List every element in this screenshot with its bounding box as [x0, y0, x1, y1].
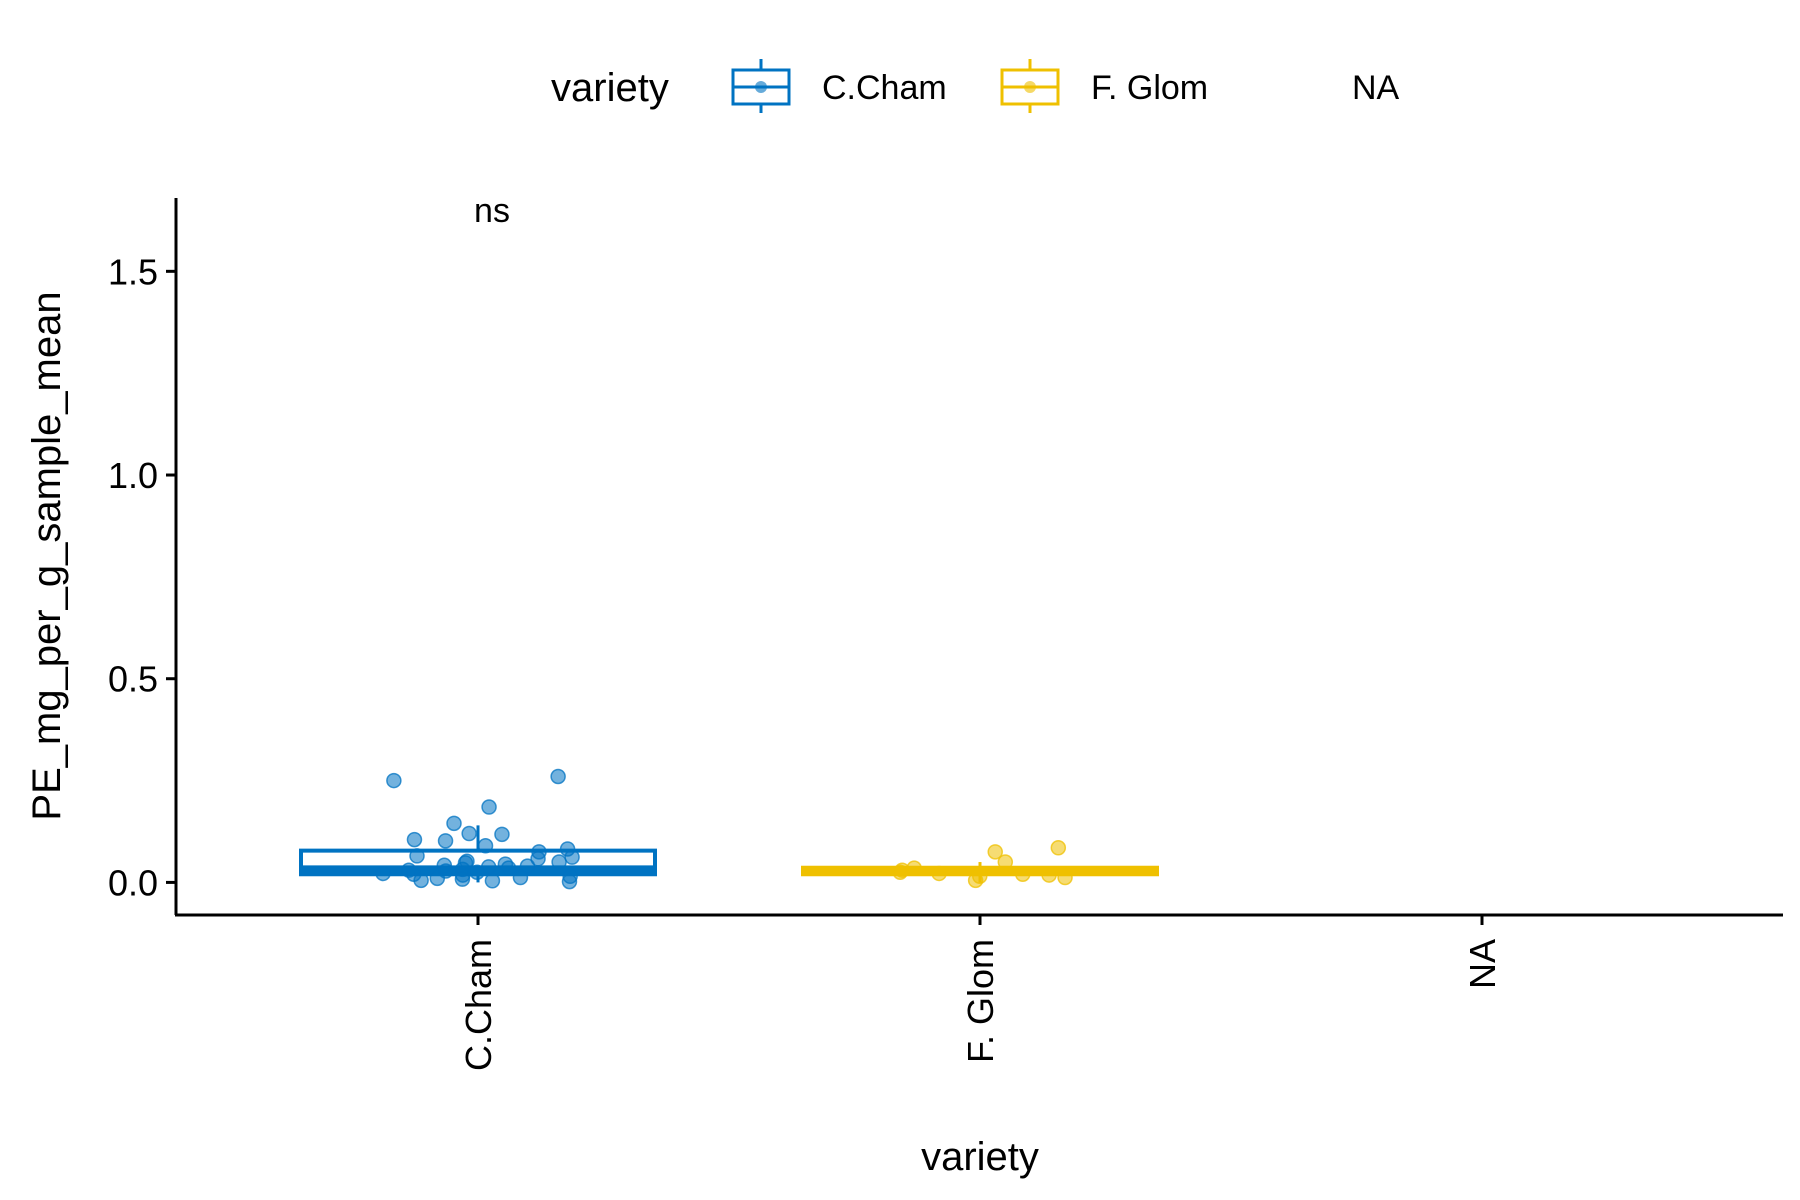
- x-axis-ticks: C.Cham F. Glom NA: [458, 915, 1503, 1071]
- data-point: [375, 865, 391, 882]
- data-point: [406, 831, 423, 848]
- legend-title: variety: [551, 66, 669, 110]
- data-point: [413, 872, 429, 889]
- data-point: [551, 854, 567, 870]
- data-point: [892, 864, 908, 880]
- y-axis-title: PE_mg_per_g_sample_mean: [25, 291, 69, 820]
- x-axis-title: variety: [921, 1135, 1039, 1179]
- data-point: [1050, 840, 1067, 856]
- significance-label: ns: [474, 192, 510, 230]
- legend-key-point: [755, 81, 767, 93]
- legend-key: [731, 59, 791, 113]
- plot-area: ns: [299, 192, 1159, 890]
- data-point: [500, 860, 517, 876]
- data-point: [446, 815, 462, 832]
- data-point: [550, 768, 566, 785]
- data-point: [409, 848, 425, 864]
- legend-label: F. Glom: [1091, 69, 1208, 107]
- data-point: [1015, 866, 1031, 883]
- y-tick-label: 1.0: [108, 455, 158, 496]
- data-point: [429, 870, 446, 887]
- data-point: [561, 873, 578, 890]
- legend-key: [1000, 59, 1060, 113]
- data-point: [461, 825, 477, 842]
- legend: variety C.Cham F. Glom NA: [551, 59, 1400, 113]
- data-point: [519, 858, 536, 874]
- data-point: [997, 854, 1014, 870]
- x-tick-label: NA: [1462, 939, 1503, 989]
- y-tick-label: 1.5: [108, 251, 158, 292]
- data-point: [484, 873, 501, 889]
- x-tick-label: F. Glom: [960, 939, 1001, 1063]
- data-point: [1057, 869, 1073, 886]
- data-point: [494, 826, 510, 843]
- data-point: [469, 864, 485, 880]
- data-point: [477, 837, 494, 854]
- y-axis-ticks: 0.0 0.5 1.0 1.5: [108, 251, 176, 903]
- significance-annotations: ns: [474, 192, 510, 230]
- data-point: [987, 844, 1003, 860]
- data-point: [931, 865, 947, 882]
- data-point: [481, 799, 497, 815]
- legend-label: NA: [1352, 69, 1400, 107]
- data-point: [512, 869, 529, 886]
- data-point: [386, 772, 402, 789]
- legend-items: C.Cham F. Glom NA: [731, 59, 1400, 113]
- y-tick-label: 0.0: [108, 862, 158, 903]
- legend-key-point: [1024, 81, 1036, 93]
- data-point: [1041, 867, 1057, 883]
- data-point: [454, 871, 471, 887]
- y-tick-label: 0.5: [108, 659, 158, 700]
- data-point: [564, 849, 580, 865]
- legend-label: C.Cham: [822, 69, 947, 107]
- data-point: [437, 833, 454, 849]
- x-tick-label: C.Cham: [458, 939, 499, 1071]
- data-point: [967, 872, 984, 889]
- data-points: [375, 768, 1073, 890]
- data-point: [530, 851, 546, 867]
